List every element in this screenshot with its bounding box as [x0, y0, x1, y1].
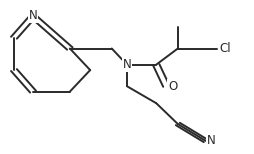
Text: N: N [207, 134, 216, 147]
Text: Cl: Cl [219, 42, 231, 55]
Text: O: O [168, 80, 177, 93]
Text: N: N [123, 58, 131, 71]
Text: N: N [29, 9, 37, 22]
